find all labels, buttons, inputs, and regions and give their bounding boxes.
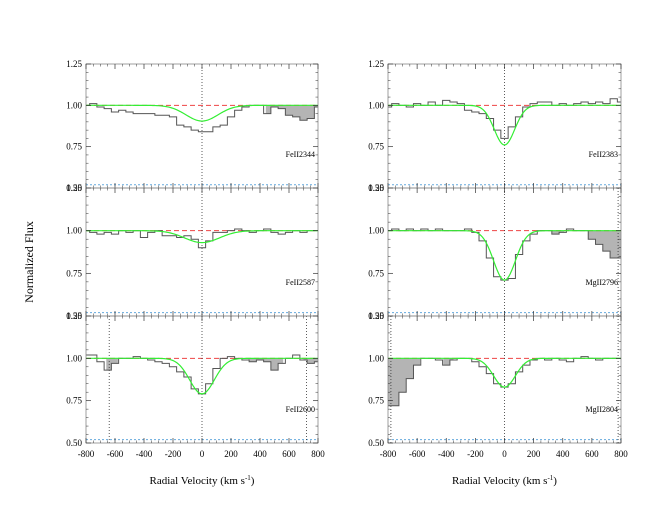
y-tick-label: 0.50 (66, 438, 82, 448)
fit-curve (388, 230, 621, 281)
y-tick-label: 0.50 (66, 311, 82, 321)
y-tick-label: 0.50 (66, 183, 82, 193)
x-tick-label: -600 (107, 449, 124, 459)
y-tick-label: 1.00 (66, 226, 82, 236)
fit-curve (388, 104, 621, 146)
ion-label: FeII2587 (286, 278, 315, 287)
x-tick-label: 400 (556, 449, 570, 459)
y-tick-label: 1.25 (66, 311, 82, 321)
y-tick-label: 0.75 (368, 142, 384, 152)
shaded-region (106, 358, 118, 371)
x-axis-title-main: Radial Velocity (km s (452, 475, 547, 487)
x-tick-label: -200 (165, 449, 182, 459)
y-tick-label: 1.25 (368, 59, 384, 69)
x-tick-label: -400 (136, 449, 153, 459)
y-tick-label: 1.25 (368, 311, 384, 321)
x-axis-titles: Radial Velocity (km s-1) Radial Velocity … (150, 474, 558, 487)
y-tick-label: 0.75 (66, 142, 82, 152)
ion-label: FeII2344 (286, 150, 315, 159)
panel-MgII2796: 0.50 0.75 1.00 1.25 MgII2796 (368, 183, 622, 321)
y-tick-label: 0.75 (66, 396, 82, 406)
panel-MgII2804: 0.50 0.75 1.00 1.25 MgII2804 -800 -600 -400 -200… (368, 311, 628, 459)
y-tick-label: 0.50 (368, 311, 384, 321)
x-tick-label: 600 (585, 449, 599, 459)
x-axis-title-close: ) (251, 475, 255, 487)
x-tick-label: -800 (78, 449, 95, 459)
x-tick-label: 800 (614, 449, 628, 459)
x-tick-label: 200 (224, 449, 238, 459)
x-axis-title-close: ) (553, 475, 557, 487)
panel-FeII2600: 0.50 0.75 1.00 1.25 FeII2600 -800 -600 -400 -200… (66, 311, 325, 459)
y-tick-label: 0.50 (368, 438, 384, 448)
x-axis-title-superscript: -1 (547, 474, 553, 482)
panel-FeII2383: 0.50 0.75 1.00 1.25 FeII2383 (368, 59, 622, 193)
y-tick-label: 1.25 (368, 183, 384, 193)
y-tick-label: 0.75 (66, 268, 82, 278)
y-tick-label: 1.25 (66, 59, 82, 69)
fit-curve (86, 230, 318, 244)
x-tick-label: 600 (282, 449, 296, 459)
y-tick-label: 0.75 (368, 268, 384, 278)
y-tick-label: 1.00 (368, 226, 384, 236)
x-tick-label: 400 (253, 449, 267, 459)
x-tick-label: -800 (380, 449, 397, 459)
shaded-region (545, 230, 565, 235)
panels-group: 0.50 0.75 1.00 1.25 FeII2344 0.50 0.75 1.00 1.25… (66, 59, 628, 459)
y-tick-label: 1.00 (66, 353, 82, 363)
x-tick-label: 200 (527, 449, 541, 459)
x-tick-label: 800 (311, 449, 325, 459)
shaded-region (388, 358, 421, 406)
fit-curve (86, 104, 318, 122)
shaded-region (303, 358, 318, 364)
spectrum-data (86, 103, 318, 133)
ion-label: MgII2804 (586, 405, 618, 414)
x-tick-label: 0 (502, 449, 507, 459)
y-tick-label: 0.50 (368, 183, 384, 193)
y-tick-label: 1.00 (368, 100, 384, 110)
y-tick-label: 1.25 (66, 183, 82, 193)
x-axis-title: Radial Velocity (km s-1) (452, 474, 557, 487)
shaded-region (265, 105, 318, 121)
x-axis-title: Radial Velocity (km s-1) (150, 474, 255, 487)
y-tick-label: 1.00 (368, 353, 384, 363)
y-axis-title: Normalized Flux (22, 221, 36, 303)
x-tick-label: 0 (200, 449, 205, 459)
x-tick-label: -600 (409, 449, 426, 459)
spectrum-data (86, 228, 318, 249)
fit-curve (388, 357, 621, 388)
x-tick-label: -200 (467, 449, 484, 459)
y-tick-label: 0.75 (368, 396, 384, 406)
x-axis-title-main: Radial Velocity (km s (150, 475, 245, 487)
shaded-region (443, 358, 454, 366)
ion-label: FeII2383 (589, 150, 618, 159)
x-tick-label: -400 (438, 449, 455, 459)
x-axis-title-superscript: -1 (245, 474, 251, 482)
shaded-region (586, 230, 621, 258)
ion-label: MgII2796 (586, 278, 618, 287)
y-tick-label: 1.00 (66, 100, 82, 110)
panel-FeII2344: 0.50 0.75 1.00 1.25 FeII2344 (66, 59, 319, 193)
fit-curve (86, 357, 318, 395)
ion-label: FeII2600 (286, 405, 315, 414)
panel-FeII2587: 0.50 0.75 1.00 1.25 FeII2587 (66, 183, 319, 321)
shaded-region (248, 358, 284, 371)
